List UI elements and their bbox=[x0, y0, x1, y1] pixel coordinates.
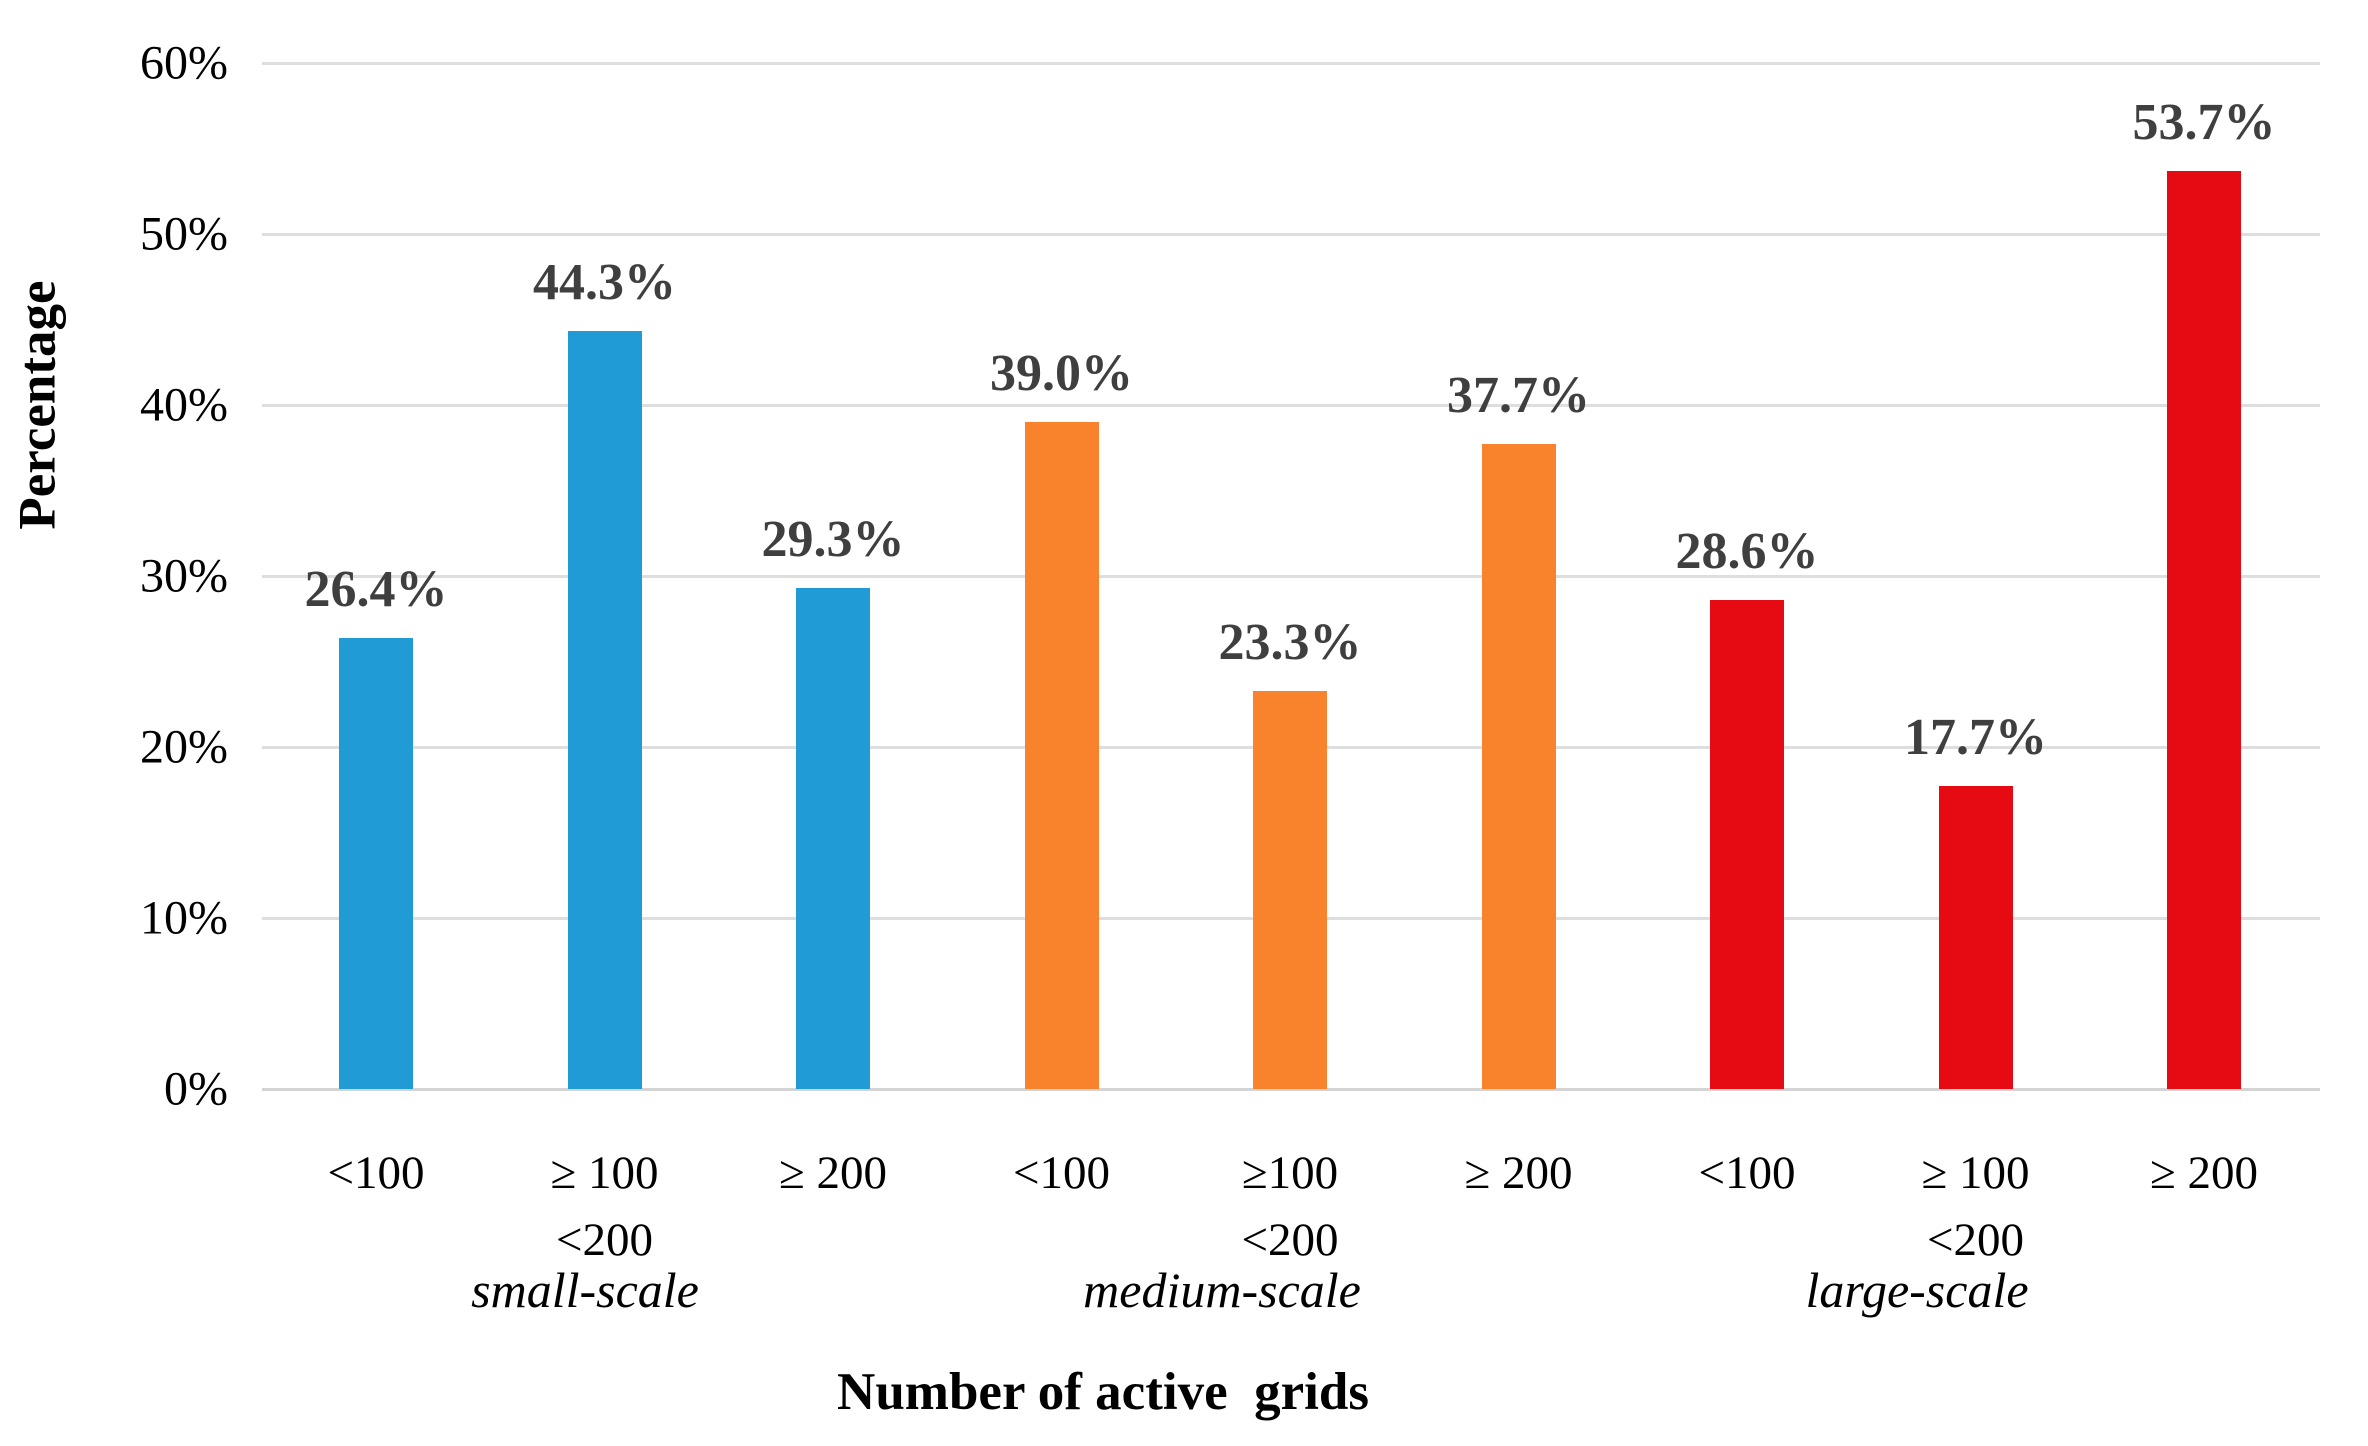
bar-medium-scale-0 bbox=[1024, 422, 1099, 1089]
x-tick-label: <100 bbox=[1012, 1147, 1111, 1199]
bar-small-scale-0 bbox=[339, 637, 413, 1089]
y-tick-label: 30% bbox=[140, 549, 228, 603]
bar-value-label: 29.3% bbox=[761, 510, 905, 568]
y-tick-label: 40% bbox=[140, 378, 228, 432]
gridline bbox=[262, 404, 2320, 407]
gridline bbox=[262, 233, 2320, 236]
bar-medium-scale-2 bbox=[1481, 444, 1556, 1089]
x-tick-label: ≥ 200 bbox=[1464, 1147, 1573, 1199]
y-axis-title: Percentage bbox=[8, 280, 67, 530]
x-tick-label: <100 bbox=[1698, 1147, 1796, 1199]
x-tick-label: ≥100 <200 bbox=[1241, 1147, 1339, 1266]
bar-large-scale-0 bbox=[1710, 599, 1784, 1089]
y-tick-label: 10% bbox=[140, 891, 228, 945]
x-tick-label: ≥ 200 bbox=[2149, 1147, 2259, 1199]
group-label-large-scale: large-scale bbox=[1805, 1262, 2029, 1318]
gridline bbox=[262, 62, 2320, 65]
x-tick-label: ≥ 200 bbox=[778, 1147, 888, 1199]
bar-large-scale-1 bbox=[1938, 786, 2013, 1089]
x-axis-title: Number of active grids bbox=[837, 1363, 1369, 1421]
y-tick-label: 60% bbox=[140, 36, 228, 90]
x-axis-line bbox=[262, 1088, 2320, 1091]
group-label-small-scale: small-scale bbox=[471, 1262, 699, 1318]
bar-medium-scale-1 bbox=[1253, 690, 1327, 1089]
bar-value-label: 44.3% bbox=[533, 254, 676, 312]
bar-value-label: 26.4% bbox=[304, 560, 448, 618]
bar-value-label: 39.0% bbox=[990, 345, 1133, 403]
y-tick-label: 20% bbox=[140, 720, 228, 774]
x-tick-label: ≥ 100 <200 bbox=[550, 1147, 659, 1266]
x-tick-label: <100 bbox=[327, 1147, 425, 1199]
group-label-medium-scale: medium-scale bbox=[1083, 1262, 1361, 1318]
bar-small-scale-2 bbox=[796, 587, 870, 1089]
bar-value-label: 23.3% bbox=[1218, 613, 1362, 671]
bar-value-label: 53.7% bbox=[2132, 93, 2276, 151]
gridline bbox=[262, 575, 2320, 578]
bar-small-scale-1 bbox=[567, 331, 642, 1089]
bar-value-label: 37.7% bbox=[1447, 367, 1590, 425]
bar-value-label: 28.6% bbox=[1675, 522, 1819, 580]
bar-large-scale-2 bbox=[2167, 170, 2241, 1089]
x-tick-label: ≥ 100 <200 bbox=[1921, 1147, 2030, 1266]
bar-value-label: 17.7% bbox=[1904, 709, 2047, 767]
y-tick-label: 50% bbox=[140, 207, 228, 261]
y-tick-label: 0% bbox=[164, 1062, 228, 1116]
